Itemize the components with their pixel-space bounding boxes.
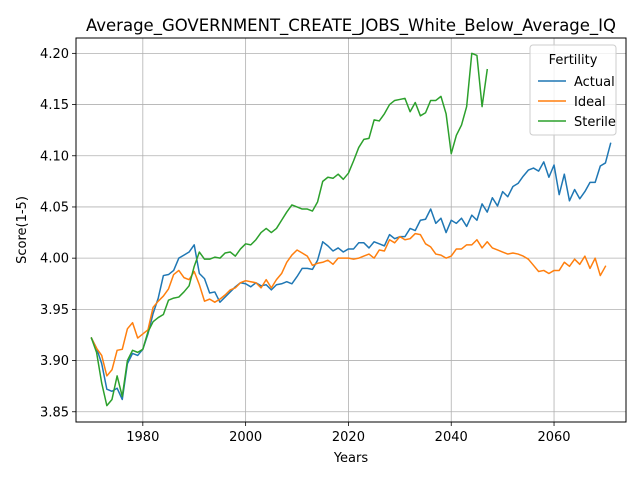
legend-title: Fertility xyxy=(549,53,598,68)
y-tick-label: 3.95 xyxy=(40,303,69,318)
y-tick-label: 4.10 xyxy=(40,149,69,164)
y-tick-label: 4.20 xyxy=(40,47,69,62)
legend-box xyxy=(529,44,617,136)
chart-title: Average_GOVERNMENT_CREATE_JOBS_White_Bel… xyxy=(86,16,616,36)
x-tick-label: 2020 xyxy=(332,430,365,445)
plot-lines xyxy=(90,52,612,407)
legend-label-actual: Actual xyxy=(574,75,615,90)
ticks: 1980 2000 2020 2040 2060 3.85 3.90 3.95 4.00 4.05… xyxy=(40,47,571,445)
legend: Fertility Actual Ideal Sterile xyxy=(529,44,617,136)
x-tick-label: 1980 xyxy=(126,430,159,445)
series-line-ideal xyxy=(90,232,607,377)
series-line-sterile xyxy=(90,52,489,407)
y-tick-label: 4.05 xyxy=(40,200,69,215)
y-tick-label: 3.90 xyxy=(40,354,69,369)
legend-items: Actual Ideal Sterile xyxy=(538,75,616,130)
grid xyxy=(76,38,626,422)
plot-frame xyxy=(75,37,627,423)
y-tick-label: 4.15 xyxy=(40,98,69,113)
y-tick-label: 4.00 xyxy=(40,252,69,267)
x-axis-title: Years xyxy=(333,451,369,466)
x-tick-label: 2000 xyxy=(229,430,262,445)
series-line-actual xyxy=(90,142,612,401)
y-axis-title: Score(1-5) xyxy=(15,196,30,264)
legend-label-ideal: Ideal xyxy=(574,95,606,110)
legend-label-sterile: Sterile xyxy=(574,115,616,130)
y-tick-label: 3.85 xyxy=(40,405,69,420)
x-tick-label: 2040 xyxy=(435,430,468,445)
x-tick-label: 2060 xyxy=(537,430,570,445)
